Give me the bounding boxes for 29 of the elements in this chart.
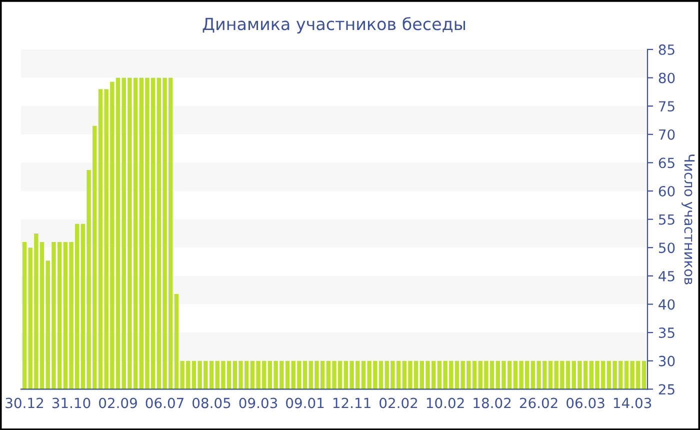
x-tick-label: 18.02: [474, 398, 511, 408]
chart-title: Динамика участников беседы: [202, 17, 466, 34]
y-tick-label: 80: [658, 72, 675, 84]
y-tick-label: 70: [659, 129, 675, 140]
y-tick-label: 55: [658, 214, 674, 225]
x-tick-label: 26.02: [520, 398, 558, 408]
x-tick-label: 02.09: [99, 398, 137, 408]
x-tick-label: 09.03: [239, 398, 278, 408]
y-axis-title: Число участников: [682, 154, 695, 284]
y-tick-label: 50: [658, 242, 675, 254]
x-tick-label: 06.03: [566, 398, 604, 408]
y-tick-label: 35: [658, 328, 674, 338]
x-tick-label: 08.05: [192, 398, 230, 408]
x-tick-label: 12.11: [333, 398, 370, 408]
x-tick-label: 09.01: [286, 398, 324, 408]
y-tick-label: 40: [658, 299, 675, 310]
y-tick-label: 60: [658, 186, 675, 196]
x-tick-label: 10.02: [426, 398, 464, 408]
x-tick-label: 02.02: [380, 398, 418, 408]
y-tick-label: 45: [658, 271, 674, 282]
x-tick-label: 06.07: [146, 398, 184, 408]
y-tick-label: 65: [658, 158, 674, 168]
x-tick-label: 31.10: [52, 398, 90, 408]
y-tick-label: 25: [658, 384, 674, 395]
y-tick-label: 30: [658, 356, 675, 366]
y-tick-label: 85: [658, 44, 674, 55]
x-tick-label: 30.12: [6, 398, 43, 408]
x-tick-label: 14.03: [614, 398, 652, 408]
y-tick-label: 75: [659, 101, 674, 112]
